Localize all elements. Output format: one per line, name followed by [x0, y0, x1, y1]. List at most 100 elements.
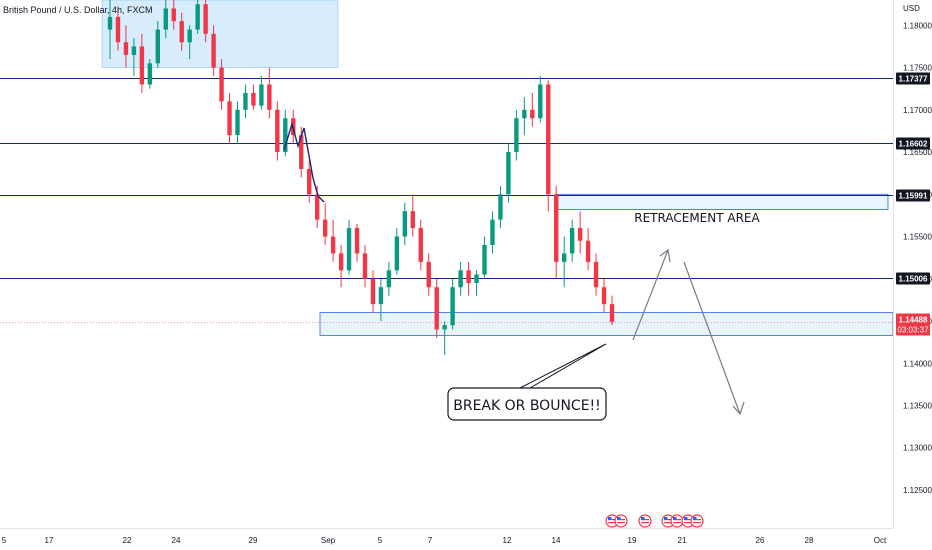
- us-flag-canton-icon: [673, 517, 677, 520]
- level-tag-0: [896, 72, 930, 85]
- break-arrow-head: [732, 401, 745, 416]
- us-flag-stripe-icon: [684, 522, 692, 524]
- candle-body: [434, 287, 439, 330]
- candle-body: [498, 194, 503, 220]
- candle-body: [123, 42, 129, 55]
- us-flag-stripe-icon: [673, 522, 681, 524]
- x-tick-label-1: 17: [45, 536, 54, 545]
- y-tick-label-11: 1.12500: [903, 486, 932, 495]
- candle-body: [251, 92, 256, 106]
- us-flag-canton-icon: [641, 517, 645, 520]
- y-tick-label-8: 1.14000: [903, 359, 932, 368]
- bounce-arrow-head: [659, 248, 671, 263]
- current-price-label: 1.14488: [899, 316, 928, 325]
- us-flag-icon: [614, 514, 628, 528]
- y-tick-label-2: 1.17000: [903, 106, 932, 115]
- bounce-arrow: [632, 249, 669, 341]
- candle-body: [370, 278, 376, 305]
- x-tick-label-9: 14: [552, 536, 561, 545]
- candle-body: [561, 253, 567, 262]
- candle-body: [322, 219, 328, 237]
- us-flag-canton-icon: [608, 517, 612, 520]
- candle-body: [530, 109, 535, 119]
- us-flag-stripe-icon: [608, 522, 616, 524]
- candle-body: [426, 261, 431, 288]
- candle-body: [593, 261, 599, 288]
- level-tag-label-1: 1.16602: [899, 140, 928, 149]
- x-tick-label-6: 5: [378, 536, 383, 545]
- candle-body: [569, 228, 575, 254]
- candle-body: [538, 84, 543, 119]
- candle-body: [378, 287, 384, 305]
- us-flag-icon: [670, 514, 684, 528]
- candle-body: [346, 228, 352, 271]
- candle-body: [163, 8, 168, 30]
- us-flag-stripe-icon: [641, 522, 649, 524]
- retracement-label: RETRACEMENT AREA: [634, 211, 760, 225]
- candle-body: [482, 244, 487, 275]
- candle-body: [490, 219, 495, 245]
- us-flag-canton-icon: [664, 517, 668, 520]
- candle-body: [107, 16, 113, 30]
- zone-retracement-area: [555, 193, 889, 210]
- candle-body: [299, 135, 304, 169]
- current-price-countdown: 03:03:37: [897, 326, 929, 335]
- candle-body: [235, 109, 240, 136]
- candle-body: [259, 84, 264, 106]
- us-flag-canton-icon: [617, 517, 621, 520]
- candle-body: [275, 109, 280, 153]
- candle-body: [450, 287, 455, 326]
- callout-pointer: [519, 343, 607, 389]
- us-flag-stripe-icon: [641, 519, 649, 521]
- x-tick-label-14: Oct: [874, 536, 887, 545]
- candle-body: [410, 211, 415, 229]
- x-tick-label-13: 28: [805, 536, 814, 545]
- x-tick-label-0: 5: [2, 536, 7, 545]
- candle-body: [171, 8, 176, 22]
- level-tag-1: [896, 137, 930, 150]
- candle-body: [211, 33, 216, 68]
- candle-body: [601, 287, 607, 305]
- y-tick-label-10: 1.13000: [903, 444, 932, 453]
- us-flag-stripe-icon: [617, 522, 625, 524]
- level-tag-2: [896, 189, 930, 202]
- us-flag-icon: [638, 514, 652, 528]
- level-tag-3: [896, 272, 930, 285]
- economic-events-bar[interactable]: [605, 514, 704, 528]
- us-flag-canton-icon: [684, 517, 688, 520]
- candle-body: [354, 228, 360, 254]
- candle-body: [402, 211, 408, 237]
- level-tag-label-2: 1.15991: [899, 192, 928, 201]
- us-flag-canton-icon: [693, 517, 697, 520]
- candle-body: [179, 21, 184, 43]
- us-flag-stripe-icon: [693, 522, 701, 524]
- us-flag-stripe-icon: [693, 519, 701, 521]
- level-tag-label-3: 1.15006: [899, 275, 928, 284]
- candle-body: [203, 4, 208, 34]
- candle-body: [243, 92, 248, 110]
- wave-sketch: [283, 121, 325, 203]
- us-flag-stripe-icon: [617, 519, 625, 521]
- x-tick-label-3: 24: [172, 536, 181, 545]
- candle-body: [609, 304, 615, 322]
- candle-body: [394, 236, 400, 271]
- us-flag-stripe-icon: [673, 519, 681, 521]
- y-tick-label-5: 1.15500: [903, 233, 932, 242]
- candle-body: [418, 228, 423, 262]
- candle-body: [546, 84, 551, 195]
- candle-body: [514, 118, 519, 153]
- y-tick-label-0: 1.18000: [903, 21, 932, 30]
- us-flag-stripe-icon: [608, 519, 616, 521]
- candle-body: [554, 194, 559, 262]
- candle-body: [386, 270, 392, 288]
- candle-body: [283, 118, 288, 153]
- us-flag-icon: [690, 514, 704, 528]
- drawings-layer: BREAK OR BOUNCE!! RETRACEMENT AREA: [283, 121, 761, 421]
- x-tick-label-8: 12: [503, 536, 512, 545]
- x-tick-label-4: 29: [249, 536, 258, 545]
- candle-body: [187, 29, 192, 43]
- candle-body: [115, 16, 121, 43]
- callout-box: [447, 387, 607, 421]
